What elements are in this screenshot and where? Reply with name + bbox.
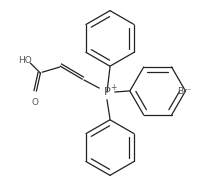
Text: +: +	[110, 82, 116, 92]
Text: HO: HO	[19, 56, 32, 65]
Text: O: O	[32, 98, 39, 107]
Text: P: P	[104, 87, 110, 97]
Text: Br⁻: Br⁻	[177, 86, 192, 96]
